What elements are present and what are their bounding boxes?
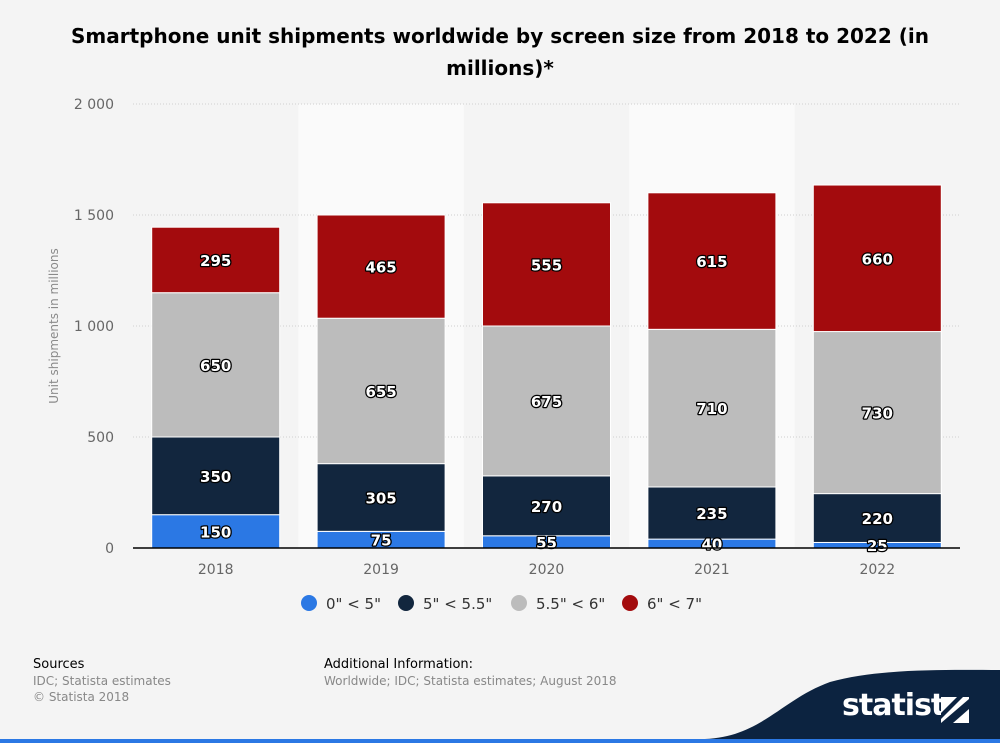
stacked-bar-chart: 1503506502957530565546555270675555402357… (47, 97, 960, 613)
y-tick-label: 1 500 (74, 208, 114, 224)
data-label: 730 (862, 405, 893, 423)
bar-segment (316, 463, 446, 532)
sources-line-1: IDC; Statista estimates (33, 674, 171, 688)
data-label: 650 (200, 357, 231, 375)
sources-block: Sources IDC; Statista estimates © Statis… (33, 657, 171, 705)
data-label: 660 (862, 250, 893, 268)
data-label: 655 (365, 383, 396, 401)
data-label: 675 (531, 393, 562, 411)
legend-label: 6" < 7" (647, 595, 702, 613)
data-label: 220 (862, 510, 893, 528)
chart-title: Smartphone unit shipments worldwide by s… (71, 24, 929, 80)
bar-segment (482, 202, 611, 327)
bar-segment (482, 325, 611, 477)
legend-marker (398, 595, 414, 611)
data-label: 270 (531, 498, 562, 516)
x-tick-label: 2020 (529, 562, 565, 578)
x-tick-label: 2022 (859, 562, 895, 578)
data-label: 465 (365, 259, 396, 277)
bar-segment (647, 192, 777, 330)
legend-marker (622, 595, 638, 611)
data-label: 710 (696, 400, 727, 418)
x-tick-label: 2018 (198, 562, 234, 578)
bar-segment (151, 226, 281, 294)
bar-segment (151, 436, 281, 516)
bar-segment (647, 328, 777, 488)
sources-heading: Sources (33, 657, 85, 672)
y-tick-label: 1 000 (74, 319, 114, 335)
data-label: 350 (200, 468, 231, 486)
data-label: 25 (867, 537, 888, 555)
bar-segment (482, 475, 611, 537)
data-label: 40 (701, 536, 722, 554)
data-label: 555 (531, 256, 562, 274)
data-label: 150 (200, 523, 231, 541)
y-axis-label: Unit shipments in millions (47, 248, 61, 403)
bar-segment (812, 331, 942, 495)
bar-segment (316, 214, 446, 319)
legend-marker (511, 595, 527, 611)
legend-marker (301, 595, 317, 611)
legend-label: 5" < 5.5" (423, 595, 492, 613)
data-label: 295 (200, 252, 231, 270)
data-label: 615 (696, 253, 727, 271)
y-tick-label: 0 (105, 541, 114, 557)
additional-info-heading: Additional Information: (324, 657, 474, 672)
x-tick-label: 2021 (694, 562, 730, 578)
bar-segment (812, 493, 942, 543)
sources-line-2: © Statista 2018 (33, 690, 130, 704)
x-tick-label: 2019 (363, 562, 399, 578)
y-tick-label: 2 000 (74, 97, 114, 113)
statista-logo-icon[interactable] (941, 697, 969, 723)
data-label: 75 (371, 532, 392, 550)
legend-label: 0" < 5" (326, 595, 381, 613)
bar-segment (316, 317, 446, 465)
additional-info-text: Worldwide; IDC; Statista estimates; Augu… (324, 674, 617, 688)
bar-segment (647, 486, 777, 540)
data-label: 305 (365, 489, 396, 507)
legend-label: 5.5" < 6" (536, 595, 605, 613)
y-tick-label: 500 (87, 430, 114, 446)
bar-segment (151, 514, 281, 549)
data-label: 235 (696, 505, 727, 523)
bar-segment (812, 184, 942, 333)
additional-info-block: Additional Information: Worldwide; IDC; … (324, 657, 617, 689)
